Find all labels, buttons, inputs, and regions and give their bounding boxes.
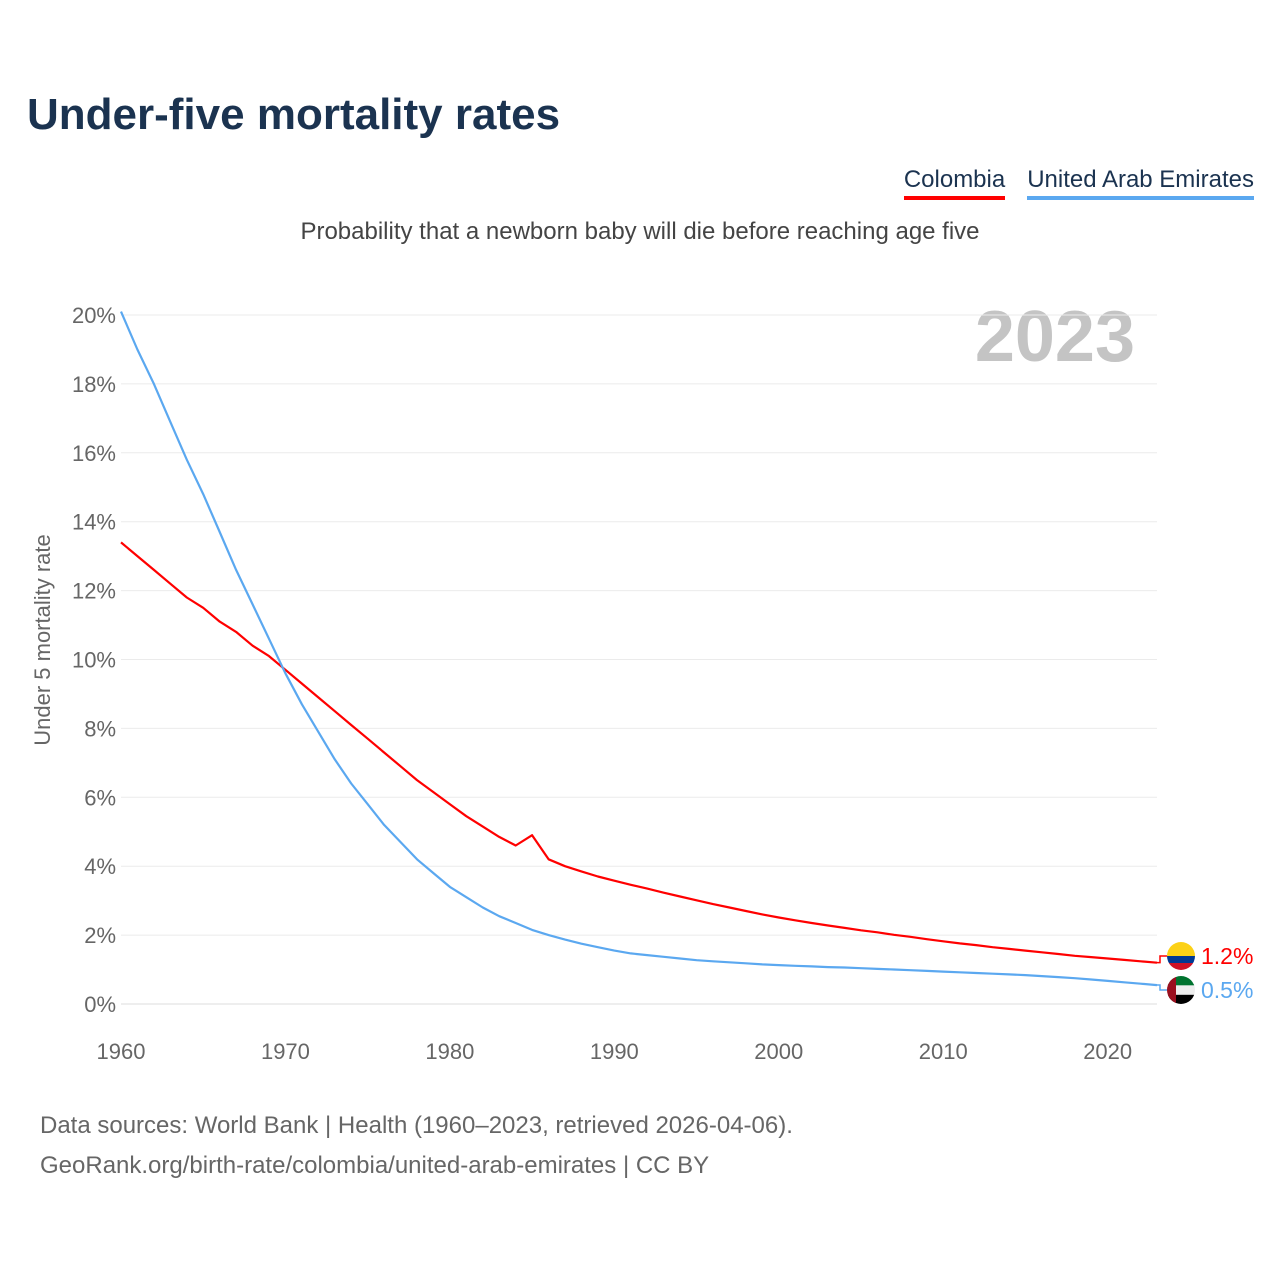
- x-tick-label: 1990: [590, 1039, 639, 1064]
- y-tick-label: 8%: [84, 716, 116, 741]
- page-title: Under-five mortality rates: [27, 90, 561, 139]
- url-line: GeoRank.org/birth-rate/colombia/united-a…: [40, 1152, 710, 1179]
- source-line: Data sources: World Bank | Health (1960–…: [40, 1112, 793, 1139]
- end-value-label: 1.2%: [1201, 943, 1253, 969]
- uae-flag-icon: [1167, 976, 1195, 1004]
- legend: Colombia United Arab Emirates: [903, 166, 1254, 200]
- end-value-label: 0.5%: [1201, 977, 1253, 1003]
- y-tick-label: 0%: [84, 992, 116, 1017]
- x-tick-label: 1960: [97, 1039, 146, 1064]
- legend-colombia[interactable]: Colombia: [903, 166, 1006, 200]
- label-connector: [1157, 984, 1167, 991]
- y-axis-label: Under 5 mortality rate: [30, 534, 55, 746]
- x-tick-label: 2010: [919, 1039, 968, 1064]
- label-connector: [1157, 955, 1167, 964]
- series-line-colombia: [120, 541, 1158, 964]
- y-tick-label: 18%: [72, 372, 116, 397]
- x-tick-label: 1980: [425, 1039, 474, 1064]
- x-tick-label: 2000: [754, 1039, 803, 1064]
- colombia-flag-icon: [1167, 942, 1195, 970]
- x-tick-label: 2020: [1083, 1039, 1132, 1064]
- year-watermark: 2023: [975, 297, 1135, 377]
- y-tick-label: 4%: [84, 854, 116, 879]
- y-tick-label: 10%: [72, 648, 116, 673]
- y-tick-label: 12%: [72, 579, 116, 604]
- y-tick-label: 20%: [72, 303, 116, 328]
- y-tick-label: 14%: [72, 510, 116, 535]
- legend-uae[interactable]: United Arab Emirates: [1027, 166, 1254, 200]
- x-tick-label: 1970: [261, 1039, 310, 1064]
- series-line-united-arab-emirates: [119, 311, 1158, 987]
- y-tick-label: 6%: [84, 785, 116, 810]
- subtitle: Probability that a newborn baby will die…: [300, 218, 980, 245]
- y-tick-label: 16%: [72, 441, 116, 466]
- footer: Data sources: World Bank | Health (1960–…: [40, 1106, 793, 1186]
- y-tick-label: 2%: [84, 923, 116, 948]
